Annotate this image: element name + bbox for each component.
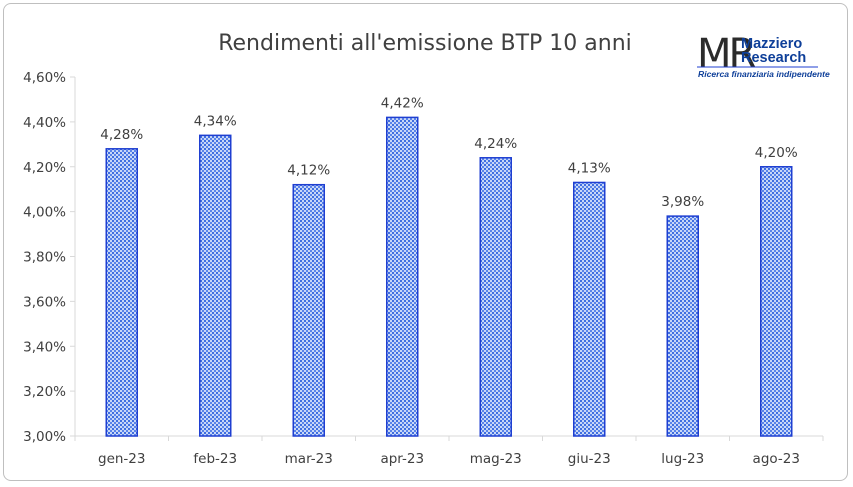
y-tick-label: 3,00% xyxy=(23,429,66,445)
logo-name-line2: Research xyxy=(741,50,806,66)
x-tick-label: apr-23 xyxy=(380,451,424,467)
data-label: 3,98% xyxy=(661,194,704,210)
bar-giu-23 xyxy=(573,181,606,437)
bar-mar-23 xyxy=(292,183,325,437)
y-tick-label: 4,60% xyxy=(23,70,66,86)
y-tick-label: 4,00% xyxy=(23,205,66,221)
logo-mark: MR xyxy=(697,31,756,77)
x-tick-label: gen-23 xyxy=(98,451,145,467)
bar-gen-23 xyxy=(105,148,138,437)
bars-group xyxy=(105,116,793,437)
x-tick-label: ago-23 xyxy=(753,451,800,467)
y-tick-label: 3,60% xyxy=(23,294,66,310)
data-label: 4,20% xyxy=(755,145,798,161)
y-tick-label: 4,20% xyxy=(23,160,66,176)
bar-mag-23 xyxy=(479,157,512,437)
y-tick-label: 3,40% xyxy=(23,339,66,355)
axes xyxy=(70,76,824,441)
x-tick-label: mar-23 xyxy=(285,451,333,467)
y-tick-label: 4,40% xyxy=(23,115,66,131)
bar-ago-23 xyxy=(760,166,793,437)
data-label: 4,24% xyxy=(474,136,517,152)
x-tick-label: giu-23 xyxy=(568,451,611,467)
logo-tagline: Ricerca finanziaria indipendente xyxy=(698,69,830,79)
x-tick-label: feb-23 xyxy=(193,451,237,467)
y-tick-label: 3,20% xyxy=(23,384,66,400)
data-label: 4,34% xyxy=(194,113,237,129)
logo: MR Mazziero Research Ricerca finanziaria… xyxy=(697,31,830,79)
chart-title: Rendimenti all'emissione BTP 10 anni xyxy=(218,31,632,56)
data-label: 4,12% xyxy=(287,163,330,179)
data-labels-group: 4,28% 4,34% 4,12% 4,42% 4,24% 4,13% 3,98% 4,20% xyxy=(100,95,798,210)
bar-apr-23 xyxy=(386,116,419,437)
x-tick-label: mag-23 xyxy=(470,451,522,467)
chart-frame xyxy=(3,3,848,481)
x-tick-labels: gen-23 feb-23 mar-23 apr-23 mag-23 giu-23 lug-… xyxy=(98,451,800,467)
data-label: 4,42% xyxy=(381,95,424,111)
bar-lug-23 xyxy=(666,215,699,437)
bar-feb-23 xyxy=(199,134,232,437)
y-tick-labels: 3,00% 3,20% 3,40% 3,60% 3,80% 4,00% 4,20% 4,40%… xyxy=(23,70,66,445)
logo-name-line1: Mazziero xyxy=(741,36,802,52)
y-tick-label: 3,80% xyxy=(23,250,66,266)
x-tick-label: lug-23 xyxy=(661,451,704,467)
data-label: 4,28% xyxy=(100,127,143,143)
data-label: 4,13% xyxy=(568,160,611,176)
